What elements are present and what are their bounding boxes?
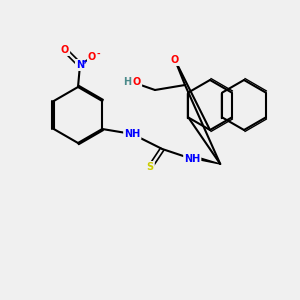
Text: S: S [147, 162, 154, 172]
Text: -: - [96, 50, 100, 58]
Polygon shape [200, 158, 220, 164]
Text: H: H [123, 77, 131, 87]
Text: NH: NH [124, 129, 140, 139]
Text: O: O [61, 45, 69, 55]
Text: O: O [133, 77, 141, 87]
Text: NH: NH [184, 154, 200, 164]
Text: O: O [171, 55, 179, 65]
Text: +: + [81, 59, 87, 65]
Text: N: N [76, 60, 84, 70]
Text: O: O [88, 52, 96, 62]
